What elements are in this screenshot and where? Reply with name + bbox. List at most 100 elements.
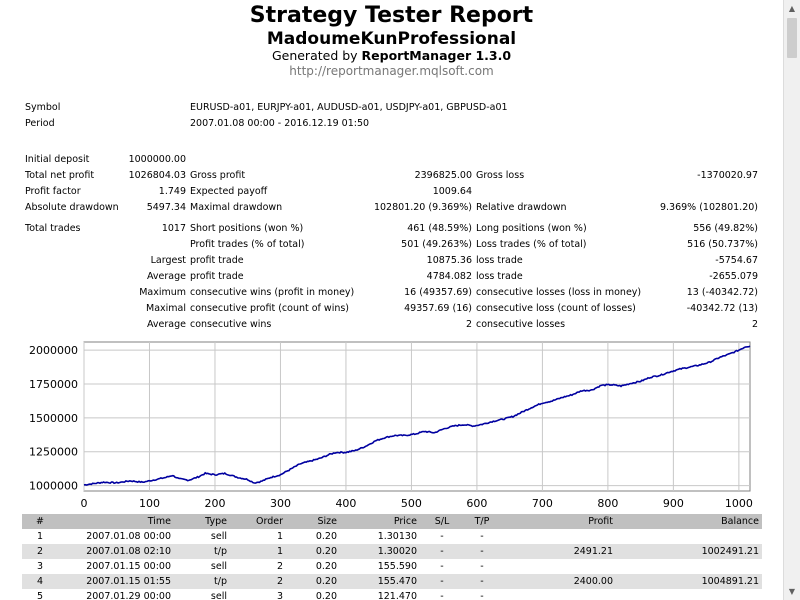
table-cell: 3 — [36, 561, 44, 572]
long-positions-value: 556 (49.82%) — [693, 223, 758, 234]
scroll-up-icon[interactable]: ▲ — [788, 4, 796, 13]
gross-profit-value: 2396825.00 — [414, 170, 472, 181]
x-tick-label: 600 — [466, 497, 487, 510]
y-tick-label: 1750000 — [29, 378, 78, 391]
table-cell: 5 — [36, 591, 44, 600]
table-cell: 1004891.21 — [616, 574, 762, 589]
table-cell: - — [480, 561, 484, 572]
largest-profit-label: profit trade — [190, 255, 244, 266]
max-consec-losses-value: 13 (-40342.72) — [686, 287, 758, 298]
profit-factor-label: Profit factor — [25, 186, 81, 197]
table-cell: 2007.01.15 01:55 — [58, 574, 174, 589]
initial-deposit-value: 1000000.00 — [128, 154, 186, 165]
total-net-profit-value: 1026804.03 — [128, 170, 186, 181]
avg-consec-wins-label: consecutive wins — [190, 319, 272, 330]
report-page[interactable]: Strategy Tester Report MadoumeKunProfess… — [0, 0, 783, 600]
table-cell: - — [464, 574, 500, 589]
table-cell: 2491.21 — [500, 544, 616, 559]
x-tick-label: 300 — [270, 497, 291, 510]
x-tick-label: 500 — [401, 497, 422, 510]
average-profit-value: 4784.082 — [426, 271, 472, 282]
col-time: Time — [58, 514, 174, 529]
generated-by: Generated by ReportManager 1.3.0 — [0, 48, 783, 63]
profit-factor-value: 1.749 — [158, 186, 186, 197]
loss-trades-label: Loss trades (% of total) — [476, 239, 587, 250]
short-positions-label: Short positions (won %) — [190, 223, 304, 234]
table-cell — [616, 559, 762, 574]
col-sl: S/L — [420, 514, 464, 529]
table-cell: 2007.01.08 02:10 — [58, 544, 174, 559]
gross-loss-label: Gross loss — [476, 170, 525, 181]
gross-loss-value: -1370020.97 — [697, 170, 758, 181]
col-size: Size — [286, 514, 340, 529]
short-positions-value: 461 (48.59%) — [407, 223, 472, 234]
table-row: 1 2007.01.08 00:00 sell 1 0.20 1.30130 - - — [22, 529, 762, 544]
table-row: 2 2007.01.08 02:10 t/p 1 0.20 1.30020- -2491.2… — [22, 544, 762, 559]
table-cell: 2 — [22, 544, 58, 559]
table-cell: - — [440, 531, 444, 542]
total-net-profit-label: Total net profit — [25, 170, 95, 181]
largest-loss-label: loss trade — [476, 255, 523, 266]
table-cell: 1 — [276, 531, 283, 542]
table-cell: sell — [210, 561, 227, 572]
balance-chart: 0 100 200 300 400 500 600 700 800 900 1000 1000000 1… — [29, 341, 753, 510]
table-cell: 2 — [230, 574, 286, 589]
table-cell: sell — [210, 531, 227, 542]
x-tick-label: 200 — [204, 497, 225, 510]
relative-drawdown-label: Relative drawdown — [476, 202, 567, 213]
average-label: Average — [146, 271, 186, 282]
table-cell: - — [464, 544, 500, 559]
absolute-drawdown-value: 5497.34 — [146, 202, 186, 213]
scroll-down-icon[interactable]: ▼ — [788, 587, 796, 596]
col-type: Type — [174, 514, 230, 529]
table-cell: 2007.01.29 00:00 — [86, 591, 171, 600]
average-loss-label: loss trade — [476, 271, 523, 282]
generator-url[interactable]: http://reportmanager.mqlsoft.com — [289, 64, 494, 78]
table-cell: 3 — [276, 591, 283, 600]
largest-label: Largest — [150, 255, 186, 266]
y-tick-label: 1000000 — [29, 480, 78, 493]
col-price: Price — [340, 514, 420, 529]
max-consec-wins-label: consecutive wins (profit in money) — [190, 287, 355, 298]
initial-deposit-label: Initial deposit — [25, 154, 90, 165]
expected-payoff-label: Expected payoff — [190, 186, 268, 197]
table-cell — [500, 589, 616, 600]
long-positions-label: Long positions (won %) — [476, 223, 587, 234]
vertical-scrollbar[interactable]: ▲ ▼ — [783, 0, 800, 600]
maximal-consec-profit-label: consecutive profit (count of wins) — [190, 303, 350, 314]
profit-trades-label: Profit trades (% of total) — [190, 239, 305, 250]
table-cell: - — [480, 531, 484, 542]
x-tick-label: 900 — [663, 497, 684, 510]
table-cell: 0.20 — [315, 531, 337, 542]
report-title: Strategy Tester Report — [249, 3, 534, 28]
table-cell: 2 — [276, 561, 283, 572]
table-cell: 155.470 — [340, 574, 420, 589]
scroll-thumb[interactable] — [787, 18, 797, 58]
max-consec-wins-value: 16 (49357.69) — [404, 287, 472, 298]
table-cell: 2400.00 — [500, 574, 616, 589]
col-tp: T/P — [464, 514, 500, 529]
col-balance: Balance — [616, 514, 762, 529]
table-row: 5 2007.01.29 00:00 sell 3 0.20 121.470 - - — [22, 589, 762, 600]
x-tick-label: 700 — [532, 497, 553, 510]
loss-trades-value: 516 (50.737%) — [687, 239, 758, 250]
gross-profit-label: Gross profit — [190, 170, 246, 181]
maximal-consec-profit-value: 49357.69 (16) — [404, 303, 472, 314]
table-cell: - — [440, 561, 444, 572]
max-consec-losses-label: consecutive losses (loss in money) — [476, 287, 642, 298]
table-cell: 155.590 — [377, 561, 417, 572]
table-cell: 1.30130 — [377, 531, 417, 542]
avg-consec-losses-value: 2 — [751, 319, 758, 330]
trades-header-row: # Time Type Order Size Price S/L T/P Pro… — [22, 514, 762, 529]
balance-line — [83, 345, 751, 486]
largest-loss-value: -5754.67 — [715, 255, 758, 266]
relative-drawdown-value: 9.369% (102801.20) — [659, 202, 758, 213]
table-cell: 1 — [230, 544, 286, 559]
symbol-label: Symbol — [25, 102, 61, 113]
table-cell — [616, 529, 762, 544]
table-cell: - — [480, 591, 484, 600]
table-cell: 1 — [36, 531, 44, 542]
table-cell: 1.30020 — [340, 544, 420, 559]
average-profit-label: profit trade — [190, 271, 244, 282]
table-cell: sell — [210, 591, 227, 600]
